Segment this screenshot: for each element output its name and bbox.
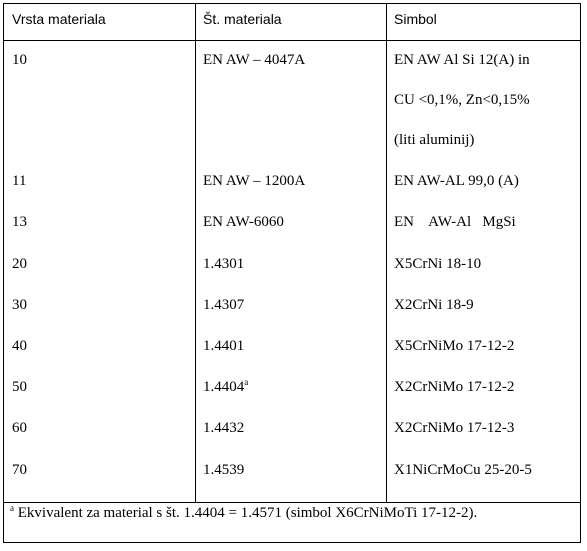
cell-st-materiala: 1.4401 bbox=[203, 337, 244, 355]
cell-vrsta: 40 bbox=[12, 338, 27, 354]
header-st-materiala: Št. materiala bbox=[203, 11, 282, 27]
cell-simbol: X1NiCrMoCu 25-20-5 bbox=[394, 462, 532, 478]
cell-vrsta: 30 bbox=[12, 297, 27, 313]
cell-st-materiala: EN AW – 4047A bbox=[203, 51, 305, 69]
cell-vrsta: 10 bbox=[12, 52, 27, 68]
cell-st-value: 1.4401 bbox=[203, 338, 245, 354]
cell-st-value: EN AW – 4047A bbox=[203, 52, 306, 68]
cell-st-materiala: 1.4307 bbox=[203, 296, 244, 314]
cell-simbol: X2CrNiMo 17-12-2 bbox=[394, 379, 515, 395]
cell-st-value: EN AW – 1200A bbox=[203, 173, 306, 189]
header-vrsta-materiala: Vrsta materiala bbox=[12, 11, 106, 27]
cell-simbol: EN AW-Al MgSi bbox=[394, 214, 516, 230]
cell-st-materiala: 1.4432 bbox=[203, 419, 244, 437]
cell-vrsta: 50 bbox=[12, 379, 27, 395]
cell-st-materiala: 1.4539 bbox=[203, 461, 244, 479]
column-divider bbox=[195, 4, 196, 502]
column-divider bbox=[386, 4, 387, 502]
cell-vrsta: 13 bbox=[12, 214, 27, 230]
cell-st-materiala: 1.4404a bbox=[203, 378, 248, 396]
cell-simbol: EN AW-AL 99,0 (A) bbox=[394, 173, 519, 189]
cell-st-materiala: EN AW-6060 bbox=[203, 213, 284, 231]
header-simbol: Simbol bbox=[394, 11, 437, 27]
cell-simbol: X2CrNiMo 17-12-3 bbox=[394, 420, 515, 436]
cell-simbol: X5CrNiMo 17-12-2 bbox=[394, 338, 515, 354]
cell-simbol: X2CrNi 18-9 bbox=[394, 297, 474, 313]
cell-vrsta: 70 bbox=[12, 462, 27, 478]
cell-vrsta: 20 bbox=[12, 256, 27, 272]
material-table: Vrsta materiala Št. materiala Simbol 10 E… bbox=[3, 3, 581, 543]
cell-st-value: 1.4404 bbox=[203, 379, 245, 395]
cell-vrsta: 11 bbox=[12, 173, 27, 189]
cell-st-materiala: 1.4301 bbox=[203, 255, 244, 273]
footnote: a Ekvivalent za material s št. 1.4404 = … bbox=[10, 504, 477, 522]
cell-simbol: (liti aluminij) bbox=[394, 132, 475, 148]
footnote-divider bbox=[4, 502, 580, 503]
cell-st-value: 1.4432 bbox=[203, 420, 245, 436]
footnote-text: Ekvivalent za material s št. 1.4404 = 1.… bbox=[14, 505, 478, 521]
cell-st-value: EN AW-6060 bbox=[203, 214, 284, 230]
footnote-reference: a bbox=[244, 377, 249, 387]
table-header-row bbox=[4, 4, 580, 41]
cell-st-value: 1.4301 bbox=[203, 256, 245, 272]
cell-st-value: 1.4539 bbox=[203, 462, 245, 478]
cell-vrsta: 60 bbox=[12, 420, 27, 436]
cell-simbol: EN AW Al Si 12(A) in bbox=[394, 52, 530, 68]
footnote-marker: a bbox=[10, 503, 14, 513]
cell-simbol: CU <0,1%, Zn<0,15% bbox=[394, 92, 530, 108]
cell-st-value: 1.4307 bbox=[203, 297, 245, 313]
cell-st-materiala: EN AW – 1200A bbox=[203, 172, 305, 190]
cell-simbol: X5CrNi 18-10 bbox=[394, 256, 482, 272]
